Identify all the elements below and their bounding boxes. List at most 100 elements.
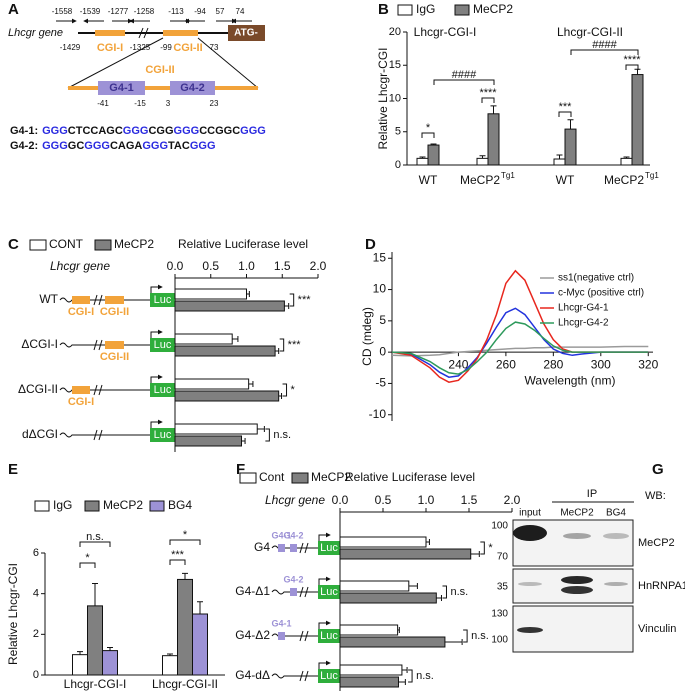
significance-bracket — [421, 132, 435, 138]
legend-label: IgG — [53, 498, 72, 512]
significance-label: n.s. — [416, 670, 434, 682]
legend-label: MeCP2 — [311, 470, 351, 484]
bar — [72, 654, 88, 676]
position-label: 57 — [216, 7, 225, 16]
significance-bracket — [79, 562, 96, 568]
error-bar — [470, 551, 480, 557]
x-tick-label: 260 — [496, 357, 516, 371]
x-tick-label: 240 — [448, 357, 468, 371]
error-bar — [623, 156, 630, 159]
zoom-title: CGI-II — [145, 64, 174, 76]
significance-label: #### — [592, 39, 617, 51]
protein-label: Vinculin — [638, 623, 676, 635]
series-line — [391, 345, 649, 357]
significance-label: **** — [623, 54, 641, 66]
construct-element — [105, 341, 124, 349]
lane-label: input — [519, 508, 541, 519]
break — [299, 542, 309, 554]
x-tick-label: 1.5 — [274, 259, 291, 273]
g4-label: G4-2 — [180, 82, 204, 94]
significance-bracket — [558, 111, 572, 117]
lane-label: BG4 — [606, 508, 626, 519]
bar — [339, 548, 472, 560]
chart-title: Relative Luciferase level — [178, 237, 308, 251]
promoter-arrow — [150, 419, 163, 428]
band — [561, 586, 593, 594]
protein-label: HnRNPA1 — [638, 580, 685, 592]
y-tick-label: 5 — [379, 313, 386, 327]
sequence-segment: TAC — [168, 140, 190, 152]
y-tick-label: 15 — [373, 250, 387, 264]
significance-label: n.s. — [450, 586, 468, 598]
y-tick-label: 2 — [33, 628, 39, 640]
error-bar — [430, 143, 437, 146]
break — [299, 670, 309, 682]
legend-label: ss1(negative ctrl) — [558, 273, 634, 284]
sequence-name: G4-1: — [10, 125, 38, 137]
bar — [427, 144, 440, 166]
category-header: Lhcgr gene — [50, 259, 110, 273]
construct-element — [278, 632, 285, 640]
g4-box — [170, 81, 215, 95]
construct-element — [105, 296, 124, 304]
bar — [192, 613, 208, 676]
sequence-segment: GGG — [240, 125, 266, 137]
significance-label: n.s. — [273, 429, 291, 441]
significance-label: *** — [171, 549, 185, 561]
sequence-segment: CTCCAGC — [68, 125, 123, 137]
construct-name: G4-Δ1 — [235, 584, 270, 598]
break — [93, 339, 103, 351]
legend-swatch — [149, 500, 165, 512]
bar — [339, 592, 437, 604]
significance-label: * — [85, 552, 90, 564]
bar — [174, 378, 250, 390]
sequence-segment: CCGGC — [199, 125, 240, 137]
construct-line — [59, 342, 150, 348]
panel-label: E — [8, 461, 18, 478]
construct-element — [278, 544, 285, 552]
legend-label: Lhcgr-G4-2 — [558, 318, 609, 329]
break — [299, 586, 309, 598]
promoter-arrow — [150, 284, 163, 293]
y-tick-label: 20 — [389, 26, 401, 38]
break — [93, 384, 103, 396]
y-axis-label: CD (mdeg) — [360, 307, 374, 366]
promoter-arrow — [150, 329, 163, 338]
cgi-box — [95, 30, 125, 36]
significance-bracket — [463, 629, 468, 643]
significance-bracket — [433, 79, 495, 85]
construct-element — [72, 296, 90, 304]
bar — [339, 536, 427, 548]
protein-label: MeCP2 — [638, 537, 675, 549]
panel-label: F — [236, 461, 245, 478]
significance-bracket — [79, 541, 111, 547]
construct-name: G4-Δ2 — [235, 628, 270, 642]
position-label: -15 — [134, 99, 146, 108]
legend-swatch — [34, 500, 50, 512]
cgi-label: CGI-I — [97, 42, 123, 54]
error-bar — [107, 647, 113, 651]
significance-label: n.s. — [86, 531, 104, 543]
significance-bracket — [279, 338, 285, 352]
error-bar — [248, 381, 254, 387]
error-bar — [398, 679, 406, 685]
construct-element-label: G4-2 — [283, 530, 303, 540]
significance-label: **** — [479, 87, 497, 99]
bar — [620, 157, 633, 166]
position-label: -1558 — [52, 7, 73, 16]
y-tick-label: 5 — [395, 126, 401, 138]
legend-label: CONT — [49, 237, 84, 251]
y-tick-label: 0 — [33, 669, 39, 681]
reporter-box — [318, 585, 340, 599]
construct-line — [59, 387, 150, 393]
x-axis-label: Wavelength (nm) — [525, 373, 616, 387]
y-tick-label: 0 — [395, 159, 401, 171]
reporter-label: Luc — [154, 294, 172, 306]
legend-swatch — [454, 4, 470, 16]
legend-swatch — [29, 239, 47, 251]
bar — [339, 664, 403, 676]
error-bar — [397, 627, 400, 633]
x-tick-label: 2.0 — [504, 493, 521, 507]
band — [518, 582, 542, 586]
legend-swatch — [291, 472, 309, 484]
